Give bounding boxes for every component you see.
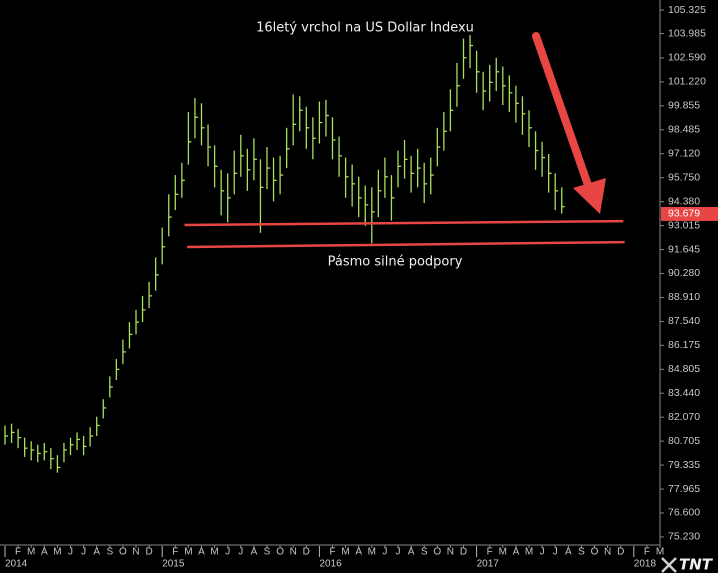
- x-tick-label: D: [460, 547, 467, 558]
- y-tick-label: 105.325: [668, 4, 706, 16]
- y-tick-label: 82.070: [668, 411, 700, 423]
- y-tick-label: 77.965: [668, 483, 700, 495]
- y-tick-label: 97.120: [668, 147, 700, 159]
- y-tick-label: 98.485: [668, 124, 700, 136]
- y-tick-label: 87.540: [668, 315, 700, 327]
- arrow-shaft: [532, 32, 592, 189]
- last-price-box: [661, 206, 718, 221]
- year-label: 2014: [5, 559, 28, 570]
- x-tick-label: M: [368, 547, 376, 558]
- x-tick-label: S: [578, 547, 585, 558]
- x-tick-label: S: [264, 547, 271, 558]
- x-tick-label: J: [382, 547, 387, 558]
- x-tick-label: N: [132, 547, 139, 558]
- x-tick-label: F: [487, 547, 493, 558]
- year-label: 2018: [634, 559, 657, 570]
- x-tick-label: O: [119, 547, 127, 558]
- x-tick-label: O: [433, 547, 441, 558]
- y-tick-label: 75.230: [668, 531, 700, 543]
- x-tick-label: O: [591, 547, 599, 558]
- logo: TNT: [661, 556, 714, 573]
- x-tick-label: A: [198, 547, 205, 558]
- x-tick-label: A: [251, 547, 258, 558]
- y-tick-label: 91.645: [668, 243, 700, 255]
- year-label: 2015: [162, 559, 185, 570]
- y-tick-label: 79.335: [668, 459, 700, 471]
- support-line: [187, 240, 625, 249]
- x-tick-label: J: [225, 547, 230, 558]
- y-tick-label: 84.805: [668, 363, 700, 375]
- arrow-head: [573, 178, 606, 214]
- y-tick-label: 93.015: [668, 219, 700, 231]
- x-tick-label: J: [553, 547, 558, 558]
- x-tick-label: J: [81, 547, 86, 558]
- y-tick-label: 95.750: [668, 171, 700, 183]
- x-tick-label: M: [499, 547, 507, 558]
- x-tick-label: A: [93, 547, 100, 558]
- chart-title: 16letý vrchol na US Dollar Indexu: [256, 21, 474, 36]
- x-tick-label: A: [408, 547, 415, 558]
- y-tick-label: 101.220: [668, 76, 706, 88]
- x-tick-label: M: [27, 547, 35, 558]
- x-tick-label: A: [565, 547, 572, 558]
- annotation: Pásmo silné podpory: [328, 255, 463, 270]
- last-price-label: 93.679: [668, 208, 700, 220]
- x-tick-label: F: [172, 547, 178, 558]
- y-tick-label: 80.705: [668, 435, 700, 447]
- x-tick-label: D: [145, 547, 152, 558]
- x-tick-label: A: [513, 547, 520, 558]
- y-tick-label: 103.985: [668, 27, 706, 39]
- x-tick-label: M: [341, 547, 349, 558]
- x-tick-label: J: [540, 547, 545, 558]
- x-tick-label: S: [106, 547, 113, 558]
- x-tick-label: A: [41, 547, 48, 558]
- y-tick-label: 94.380: [668, 195, 700, 207]
- x-tick-label: F: [329, 547, 335, 558]
- x-tick-label: M: [656, 547, 664, 558]
- y-tick-label: 76.600: [668, 507, 700, 519]
- x-tick-label: F: [15, 547, 21, 558]
- x-tick-label: S: [421, 547, 428, 558]
- x-tick-label: J: [68, 547, 73, 558]
- x-tick-label: D: [303, 547, 310, 558]
- x-tick-label: N: [604, 547, 611, 558]
- y-tick-label: 90.280: [668, 267, 700, 279]
- y-tick-label: 88.910: [668, 291, 700, 303]
- logo-mark: [661, 557, 677, 573]
- year-label: 2017: [477, 559, 500, 570]
- y-tick-label: 83.440: [668, 387, 700, 399]
- y-tick-label: 102.590: [668, 52, 706, 64]
- support-line: [184, 219, 624, 227]
- x-tick-label: O: [276, 547, 284, 558]
- x-tick-label: J: [396, 547, 401, 558]
- x-tick-label: M: [210, 547, 218, 558]
- x-tick-label: A: [355, 547, 362, 558]
- x-tick-label: N: [447, 547, 454, 558]
- x-tick-label: J: [238, 547, 243, 558]
- logo-text: TNT: [679, 556, 714, 573]
- x-tick-label: D: [617, 547, 624, 558]
- x-tick-label: M: [525, 547, 533, 558]
- x-tick-label: M: [184, 547, 192, 558]
- y-tick-label: 86.175: [668, 339, 700, 351]
- trend-arrow: [532, 32, 606, 214]
- y-tick-label: 99.855: [668, 100, 700, 112]
- year-label: 2016: [319, 559, 342, 570]
- x-tick-label: N: [290, 547, 297, 558]
- x-tick-label: F: [644, 547, 650, 558]
- x-tick-label: M: [53, 547, 61, 558]
